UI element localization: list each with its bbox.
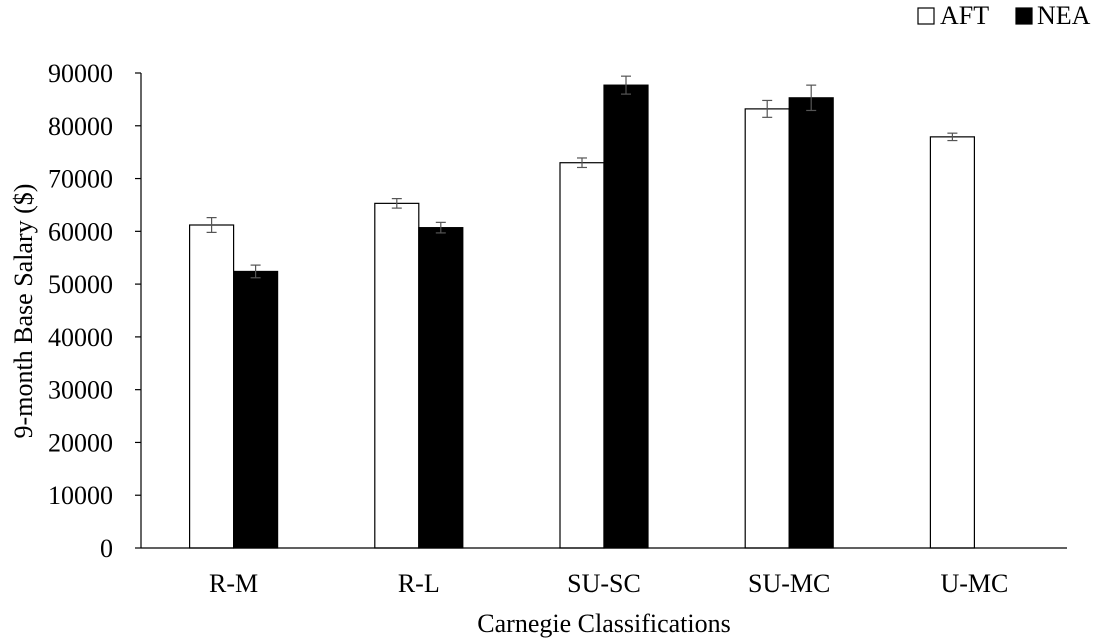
bar-nea-su-sc <box>603 84 649 549</box>
x-tick-label: SU-MC <box>748 569 830 598</box>
legend: AFT NEA <box>917 1 1091 30</box>
y-axis-ticks: 0 10000 20000 30000 40000 50000 60000 70000 8000… <box>48 59 141 563</box>
bar-aft-r-m <box>189 224 235 549</box>
x-tick-label: U-MC <box>940 569 1008 598</box>
bar-aft-su-sc <box>559 162 605 549</box>
y-tick-label: 20000 <box>48 428 113 457</box>
y-tick-label: 30000 <box>48 376 113 405</box>
bar-aft-su-mc <box>744 108 790 549</box>
y-axis-label: 9-month Base Salary ($) <box>9 184 38 439</box>
y-tick-label: 0 <box>100 534 113 563</box>
y-tick-label: 10000 <box>48 481 113 510</box>
y-tick-label: 90000 <box>48 59 113 88</box>
bar-nea-r-l <box>418 227 464 549</box>
legend-swatch-nea <box>1015 7 1033 25</box>
x-tick-label: SU-SC <box>567 569 641 598</box>
y-tick-label: 60000 <box>48 217 113 246</box>
x-axis-tick-labels: R-M R-L SU-SC SU-MC U-MC <box>209 569 1008 598</box>
bar-aft-r-l <box>374 202 420 549</box>
bar-aft-u-mc <box>929 136 976 549</box>
x-tick-label: R-L <box>398 569 440 598</box>
bars <box>189 84 976 549</box>
bar-nea-r-m <box>233 270 279 549</box>
error-bars <box>206 75 958 279</box>
bar-nea-su-mc <box>788 97 834 549</box>
y-tick-label: 40000 <box>48 323 113 352</box>
legend-swatch-aft <box>917 7 935 25</box>
y-tick-label: 70000 <box>48 165 113 194</box>
x-axis-label: Carnegie Classifications <box>477 609 730 638</box>
legend-label-nea: NEA <box>1037 1 1091 30</box>
y-tick-label: 50000 <box>48 270 113 299</box>
legend-label-aft: AFT <box>940 1 989 30</box>
y-tick-label: 80000 <box>48 112 113 141</box>
x-tick-label: R-M <box>209 569 258 598</box>
